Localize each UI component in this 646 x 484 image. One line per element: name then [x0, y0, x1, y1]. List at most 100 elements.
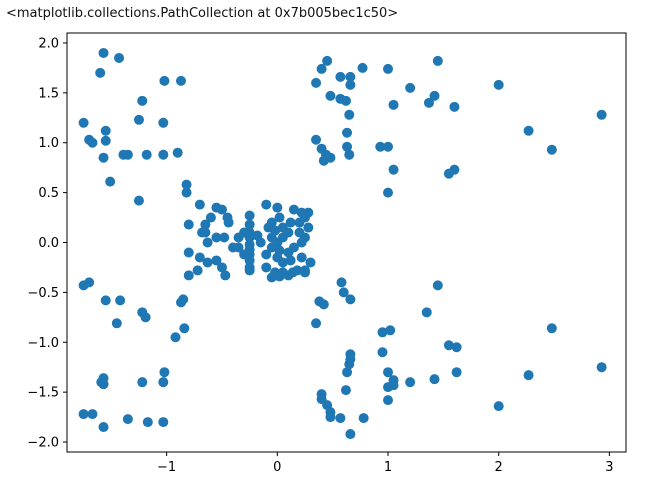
- data-point: [98, 379, 109, 390]
- data-point: [87, 409, 98, 420]
- data-point: [344, 359, 355, 370]
- data-point: [244, 210, 255, 221]
- data-point: [114, 52, 125, 63]
- data-point: [318, 299, 329, 310]
- data-point: [388, 99, 399, 110]
- x-tick-label: 0: [273, 460, 281, 475]
- data-point: [443, 340, 454, 351]
- x-axis: −1 0 1 2 3: [157, 452, 614, 475]
- y-tick-label: 0.0: [38, 236, 59, 251]
- data-point: [451, 367, 462, 378]
- data-point: [261, 199, 272, 210]
- data-point: [335, 413, 346, 424]
- data-point: [223, 217, 234, 228]
- data-point: [377, 347, 388, 358]
- data-point: [158, 117, 169, 128]
- data-point: [183, 247, 194, 258]
- data-point: [311, 134, 322, 145]
- data-point: [98, 152, 109, 163]
- data-point: [141, 149, 152, 160]
- data-point: [283, 227, 294, 238]
- data-point: [158, 417, 169, 428]
- data-point: [181, 179, 192, 190]
- data-point: [100, 125, 111, 136]
- data-point: [100, 135, 111, 146]
- data-point: [170, 332, 181, 343]
- y-tick-label: 1.5: [38, 86, 59, 101]
- data-point: [219, 232, 230, 243]
- data-point: [383, 367, 394, 378]
- data-point: [325, 412, 336, 423]
- data-point: [200, 219, 211, 230]
- data-point: [261, 262, 272, 273]
- data-point: [158, 149, 169, 160]
- data-point: [443, 168, 454, 179]
- data-point: [493, 401, 504, 412]
- data-point: [405, 82, 416, 93]
- data-point: [432, 55, 443, 66]
- data-point: [137, 377, 148, 388]
- data-point: [311, 318, 322, 329]
- data-point: [140, 312, 151, 323]
- data-point: [311, 77, 322, 88]
- data-point: [274, 212, 285, 223]
- data-point: [421, 307, 432, 318]
- data-point: [216, 204, 227, 215]
- data-point: [192, 265, 203, 276]
- data-point: [383, 141, 394, 152]
- data-point: [194, 199, 205, 210]
- data-point: [546, 144, 557, 155]
- plot-points: [78, 47, 607, 440]
- data-point: [183, 270, 194, 281]
- data-point: [429, 90, 440, 101]
- data-point: [523, 370, 534, 381]
- y-tick-label: 0.5: [38, 186, 59, 201]
- data-point: [344, 109, 355, 120]
- data-point: [158, 377, 169, 388]
- data-point: [288, 242, 299, 253]
- data-point: [385, 325, 396, 336]
- data-point: [181, 187, 192, 198]
- data-point: [345, 429, 356, 440]
- data-point: [383, 63, 394, 74]
- data-point: [383, 395, 394, 406]
- data-point: [303, 222, 314, 233]
- data-point: [596, 109, 607, 120]
- data-point: [142, 417, 153, 428]
- data-point: [244, 265, 255, 276]
- data-point: [318, 155, 329, 166]
- data-point: [118, 149, 129, 160]
- y-tick-label: −1.5: [27, 386, 59, 401]
- data-point: [84, 277, 95, 288]
- data-point: [78, 117, 89, 128]
- y-tick-label: −2.0: [27, 436, 59, 451]
- data-point: [296, 237, 307, 248]
- data-point: [220, 270, 231, 281]
- data-point: [176, 75, 187, 86]
- data-point: [345, 71, 356, 82]
- y-tick-label: −1.0: [27, 336, 59, 351]
- data-point: [493, 79, 504, 90]
- cell-output-text: <matplotlib.collections.PathCollection a…: [6, 6, 399, 21]
- data-point: [252, 230, 263, 241]
- data-point: [358, 413, 369, 424]
- data-point: [345, 79, 356, 90]
- data-point: [122, 414, 133, 425]
- data-point: [277, 257, 288, 268]
- data-point: [288, 204, 299, 215]
- data-point: [115, 295, 126, 306]
- data-point: [405, 377, 416, 388]
- data-point: [159, 367, 170, 378]
- data-point: [429, 374, 440, 385]
- data-point: [377, 327, 388, 338]
- data-point: [133, 114, 144, 125]
- data-point: [100, 295, 111, 306]
- y-tick-label: −0.5: [27, 286, 59, 301]
- data-point: [316, 63, 327, 74]
- data-point: [111, 318, 122, 329]
- data-point: [261, 249, 272, 260]
- data-point: [98, 422, 109, 433]
- data-point: [299, 265, 310, 276]
- data-point: [344, 149, 355, 160]
